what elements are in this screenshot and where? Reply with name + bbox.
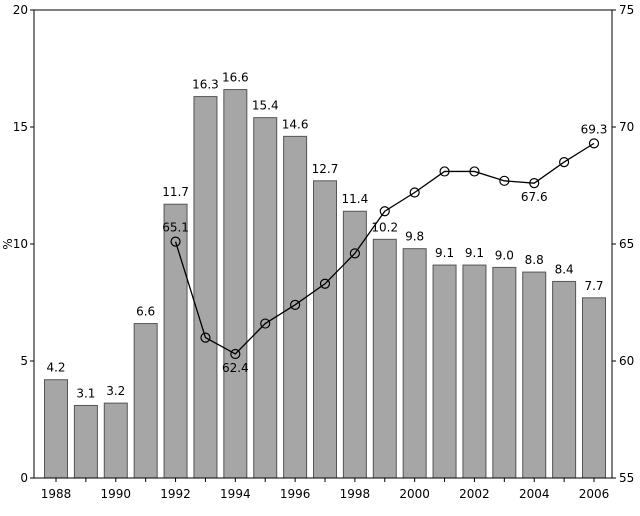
bar-label: 3.1 — [76, 386, 95, 400]
bar-label: 8.4 — [555, 262, 574, 276]
bar — [522, 271, 547, 479]
x-tick-label: 1988 — [41, 487, 72, 501]
bar-label: 16.3 — [192, 78, 219, 92]
line-point — [319, 278, 331, 289]
y2-tick-label: 70 — [619, 120, 634, 134]
bar-label: 6.6 — [136, 305, 155, 319]
bar-label: 8.8 — [525, 253, 544, 267]
x-tick-label: 1990 — [101, 487, 132, 501]
bar — [342, 210, 367, 479]
bar — [163, 203, 188, 479]
bar — [133, 323, 158, 479]
y-tick-label: 0 — [20, 471, 28, 485]
bar-label: 11.7 — [162, 185, 189, 199]
y-tick-label: 15 — [13, 120, 28, 134]
line-point — [349, 248, 360, 259]
line-point — [559, 157, 570, 168]
bar-label: 9.1 — [465, 246, 484, 260]
x-tick-label: 1998 — [340, 487, 371, 501]
x-tick-label: 2000 — [399, 487, 430, 501]
bar-label: 9.1 — [435, 246, 454, 260]
line-point — [439, 166, 450, 177]
line-point — [200, 332, 211, 343]
bar — [103, 402, 128, 479]
y-axis-label: % — [1, 238, 15, 249]
line-point — [469, 166, 480, 177]
line-label: 65.1 — [162, 221, 189, 235]
y2-tick-label: 75 — [619, 3, 634, 17]
line-point — [290, 299, 301, 310]
bar — [552, 280, 577, 479]
bar-label: 12.7 — [312, 162, 339, 176]
line-point — [170, 236, 181, 247]
bar-label: 3.2 — [106, 384, 125, 398]
bar-label: 7.7 — [584, 279, 603, 293]
bar — [44, 379, 68, 479]
bar — [313, 180, 337, 479]
bar — [193, 96, 218, 479]
bar-label: 11.4 — [342, 192, 369, 206]
bar — [432, 264, 457, 479]
line-label: 67.6 — [521, 190, 548, 204]
line-point — [588, 138, 600, 149]
line-point — [230, 348, 241, 360]
bar — [492, 266, 517, 479]
y2-tick-label: 60 — [619, 354, 634, 368]
x-tick-label: 1992 — [160, 487, 191, 501]
bar-label: 10.2 — [371, 220, 398, 234]
bar — [73, 404, 98, 479]
x-tick-label: 2006 — [579, 487, 610, 501]
y2-tick-label: 65 — [619, 237, 634, 251]
line-label: 69.3 — [581, 122, 608, 136]
y2-tick-label: 55 — [619, 471, 634, 485]
y-tick-label: 10 — [13, 237, 28, 251]
line-point — [379, 206, 390, 217]
x-tick-label: 2004 — [519, 487, 550, 501]
line-point — [499, 175, 510, 186]
bar — [582, 297, 606, 479]
bar — [372, 238, 397, 479]
bar-label: 15.4 — [252, 99, 279, 113]
line-series — [174, 142, 595, 355]
bar — [283, 135, 308, 479]
bar — [253, 117, 278, 479]
bar-label: 4.2 — [46, 361, 65, 375]
line-point — [529, 178, 540, 189]
line-point — [409, 187, 420, 198]
bar-label: 14.6 — [282, 117, 309, 131]
x-tick-label: 1996 — [280, 487, 311, 501]
bar — [223, 89, 248, 479]
line-point — [260, 318, 271, 329]
y-tick-label: 5 — [20, 354, 28, 368]
bar-label: 9.8 — [405, 230, 424, 244]
x-tick-label: 1994 — [220, 487, 251, 501]
bar — [462, 264, 487, 479]
x-tick-label: 2002 — [459, 487, 490, 501]
bar-label: 16.6 — [222, 71, 249, 85]
y-tick-label: 20 — [13, 3, 28, 17]
bar — [402, 248, 427, 479]
bar-label: 9.0 — [495, 248, 514, 262]
line-label: 62.4 — [222, 361, 249, 375]
